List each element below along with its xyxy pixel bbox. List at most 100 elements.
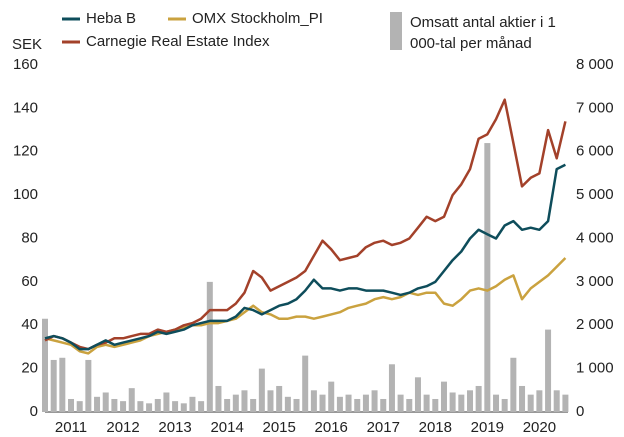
x-tick-label: 2019 bbox=[471, 419, 504, 436]
bar bbox=[224, 398, 231, 412]
bar bbox=[371, 390, 378, 412]
bar bbox=[111, 398, 118, 412]
x-tick-label: 2014 bbox=[210, 419, 243, 436]
bar bbox=[310, 390, 317, 412]
y2-tick-label: 4 000 bbox=[576, 229, 614, 246]
bar bbox=[180, 403, 187, 412]
y-axis-label: SEK bbox=[12, 36, 42, 53]
bar bbox=[163, 392, 170, 412]
bar bbox=[128, 388, 135, 412]
bar bbox=[562, 394, 569, 412]
bar bbox=[328, 381, 335, 412]
bar bbox=[293, 398, 300, 412]
bar bbox=[440, 381, 447, 412]
y2-tick-label: 2 000 bbox=[576, 316, 614, 333]
y-tick-label: 40 bbox=[21, 316, 38, 333]
bar bbox=[250, 398, 257, 412]
bar bbox=[510, 357, 517, 412]
x-tick-label: 2012 bbox=[106, 419, 139, 436]
bar bbox=[85, 359, 92, 412]
x-tick-label: 2016 bbox=[315, 419, 348, 436]
bar bbox=[189, 396, 196, 412]
line bbox=[44, 257, 567, 355]
y-tick-label: 160 bbox=[13, 56, 38, 73]
bar bbox=[336, 396, 343, 412]
bar bbox=[519, 385, 526, 412]
bar bbox=[475, 385, 482, 412]
y2-tick-label: 6 000 bbox=[576, 143, 614, 160]
bar bbox=[94, 396, 101, 412]
bar bbox=[536, 390, 543, 412]
y-tick-label: 0 bbox=[30, 403, 38, 420]
legend-label: OMX Stockholm_PI bbox=[192, 10, 323, 27]
bar bbox=[172, 401, 179, 412]
bar bbox=[553, 390, 560, 412]
bar bbox=[302, 355, 309, 412]
bar bbox=[362, 394, 369, 412]
x-tick-label: 2020 bbox=[523, 419, 556, 436]
bar bbox=[276, 385, 283, 412]
bar bbox=[527, 394, 534, 412]
bar bbox=[432, 398, 439, 412]
x-tick-label: 2013 bbox=[158, 419, 191, 436]
bar bbox=[198, 401, 205, 412]
bar bbox=[388, 364, 395, 412]
y2-tick-label: 8 000 bbox=[576, 56, 614, 73]
bar bbox=[467, 390, 474, 412]
x-tick-label: 2015 bbox=[262, 419, 295, 436]
bar bbox=[423, 394, 430, 412]
y-tick-label: 140 bbox=[13, 99, 38, 116]
bar bbox=[215, 385, 222, 412]
bar bbox=[206, 281, 213, 412]
bar bbox=[232, 394, 239, 412]
bar bbox=[267, 390, 274, 412]
x-tick-label: 2011 bbox=[55, 419, 87, 436]
bar bbox=[146, 403, 153, 412]
bar bbox=[484, 143, 491, 412]
bar bbox=[319, 394, 326, 412]
bar bbox=[42, 318, 48, 412]
x-tick-label: 2018 bbox=[419, 419, 452, 436]
bar bbox=[501, 398, 508, 412]
legend-swatch bbox=[390, 12, 402, 50]
y2-tick-label: 0 bbox=[576, 403, 584, 420]
bar bbox=[545, 329, 552, 412]
bar bbox=[354, 398, 361, 412]
bar bbox=[449, 392, 456, 412]
bar bbox=[345, 394, 352, 412]
y-tick-label: 80 bbox=[21, 229, 38, 246]
y2-tick-label: 5 000 bbox=[576, 186, 614, 203]
bar bbox=[137, 401, 144, 412]
bar bbox=[406, 398, 413, 412]
bar bbox=[59, 357, 66, 412]
y-tick-label: 60 bbox=[21, 273, 38, 290]
bar bbox=[76, 401, 83, 412]
y-tick-label: 100 bbox=[13, 186, 38, 203]
bar bbox=[154, 398, 161, 412]
bar bbox=[284, 396, 291, 412]
y-tick-label: 120 bbox=[13, 143, 38, 160]
bar bbox=[258, 368, 265, 412]
legend-label: Omsatt antal aktier i 1 000-tal per måna… bbox=[410, 14, 556, 52]
bar bbox=[50, 359, 57, 412]
line bbox=[44, 98, 567, 351]
bar bbox=[380, 398, 387, 412]
bar bbox=[102, 392, 109, 412]
bar bbox=[397, 394, 404, 412]
legend-label: Heba B bbox=[86, 10, 136, 27]
bar bbox=[493, 394, 500, 412]
bar bbox=[458, 394, 465, 412]
y2-tick-label: 7 000 bbox=[576, 99, 614, 116]
x-tick-label: 2017 bbox=[367, 419, 400, 436]
y-tick-label: 20 bbox=[21, 360, 38, 377]
bar bbox=[241, 390, 248, 412]
legend-label: Carnegie Real Estate Index bbox=[86, 33, 270, 50]
y2-tick-label: 3 000 bbox=[576, 273, 614, 290]
bar bbox=[68, 398, 75, 412]
bar bbox=[414, 377, 421, 412]
y2-tick-label: 1 000 bbox=[576, 360, 614, 377]
bar bbox=[120, 401, 127, 412]
line bbox=[44, 163, 566, 351]
